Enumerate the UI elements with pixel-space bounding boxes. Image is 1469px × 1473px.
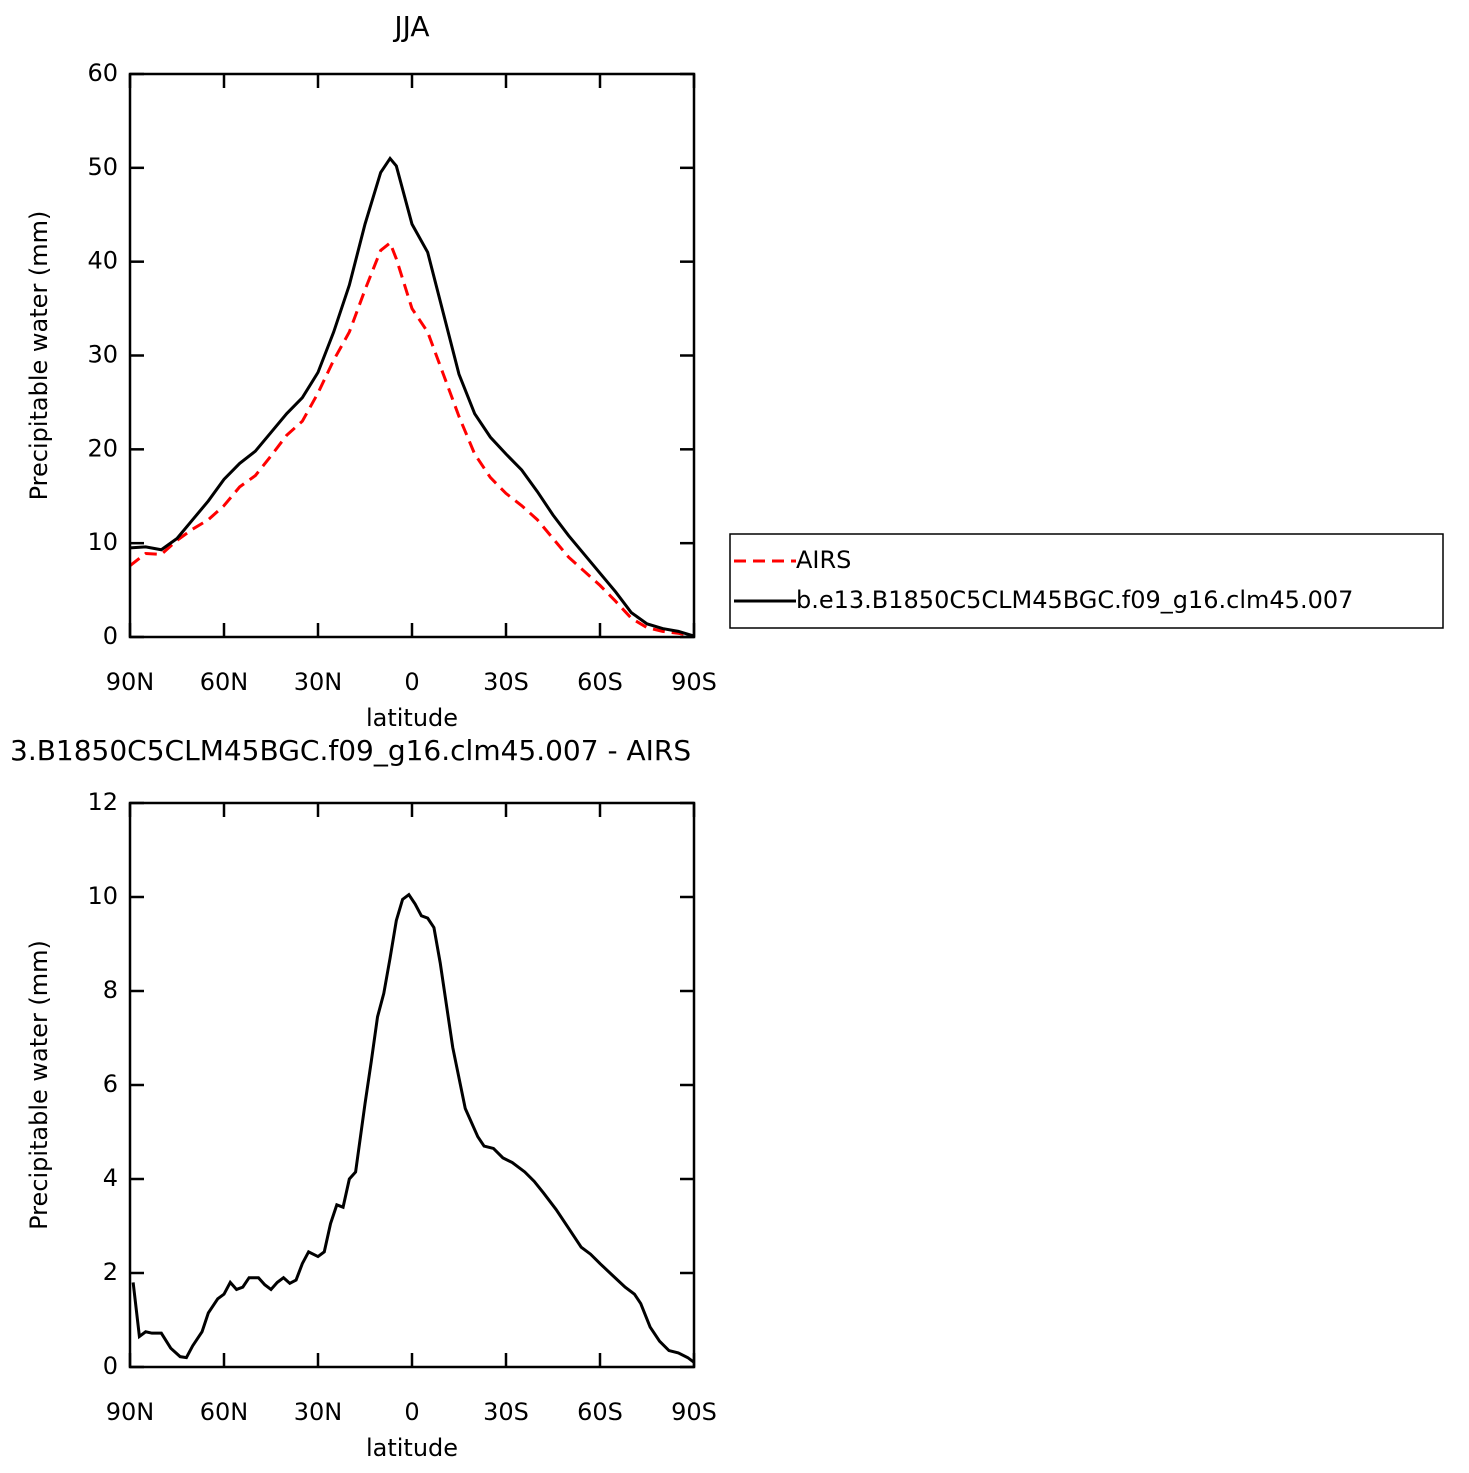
plot-frame bbox=[128, 801, 696, 1369]
y-tick-label: 40 bbox=[87, 247, 118, 275]
x-tick-label: 30S bbox=[483, 668, 529, 696]
y-tick-label: 6 bbox=[103, 1070, 118, 1098]
y-tick-label: 30 bbox=[87, 341, 118, 369]
y-axis-label: Precipitable water (mm) bbox=[25, 211, 53, 501]
y-tick-label: 0 bbox=[103, 1352, 118, 1380]
y-tick-label: 2 bbox=[103, 1258, 118, 1286]
legend-label: b.e13.B1850C5CLM45BGC.f09_g16.clm45.007 bbox=[796, 586, 1353, 614]
y-tick-label: 0 bbox=[103, 622, 118, 650]
legend-label: AIRS bbox=[796, 546, 851, 574]
data-line bbox=[129, 240, 695, 638]
data-line bbox=[129, 155, 695, 638]
y-tick-label: 4 bbox=[103, 1164, 118, 1192]
x-tick-label: 60N bbox=[200, 668, 249, 696]
chart-title: JJA bbox=[392, 10, 429, 43]
y-tick-label: 12 bbox=[87, 788, 118, 816]
x-tick-label: 0 bbox=[404, 1398, 419, 1426]
y-tick-label: 60 bbox=[87, 59, 118, 87]
x-axis-label: latitude bbox=[366, 1434, 458, 1462]
y-tick-label: 8 bbox=[103, 976, 118, 1004]
legend-box bbox=[729, 533, 1444, 629]
y-tick-label: 50 bbox=[87, 153, 118, 181]
y-tick-label: 20 bbox=[87, 434, 118, 462]
x-tick-label: 60S bbox=[577, 668, 623, 696]
x-tick-label: 60N bbox=[200, 1398, 249, 1426]
chart-title: 3.B1850C5CLM45BGC.f09_g16.clm45.007 - AI… bbox=[10, 734, 691, 767]
x-tick-label: 30N bbox=[294, 1398, 343, 1426]
x-tick-label: 0 bbox=[404, 668, 419, 696]
y-tick-label: 10 bbox=[87, 528, 118, 556]
x-tick-label: 90S bbox=[671, 1398, 717, 1426]
x-tick-label: 30N bbox=[294, 668, 343, 696]
x-tick-label: 90N bbox=[106, 668, 155, 696]
plot-frame bbox=[128, 72, 696, 639]
x-tick-label: 30S bbox=[483, 1398, 529, 1426]
x-tick-label: 90S bbox=[671, 668, 717, 696]
x-axis-label: latitude bbox=[366, 704, 458, 732]
y-tick-label: 10 bbox=[87, 882, 118, 910]
y-axis-label: Precipitable water (mm) bbox=[25, 940, 53, 1230]
x-tick-label: 60S bbox=[577, 1398, 623, 1426]
data-line bbox=[131, 892, 695, 1364]
x-tick-label: 90N bbox=[106, 1398, 155, 1426]
